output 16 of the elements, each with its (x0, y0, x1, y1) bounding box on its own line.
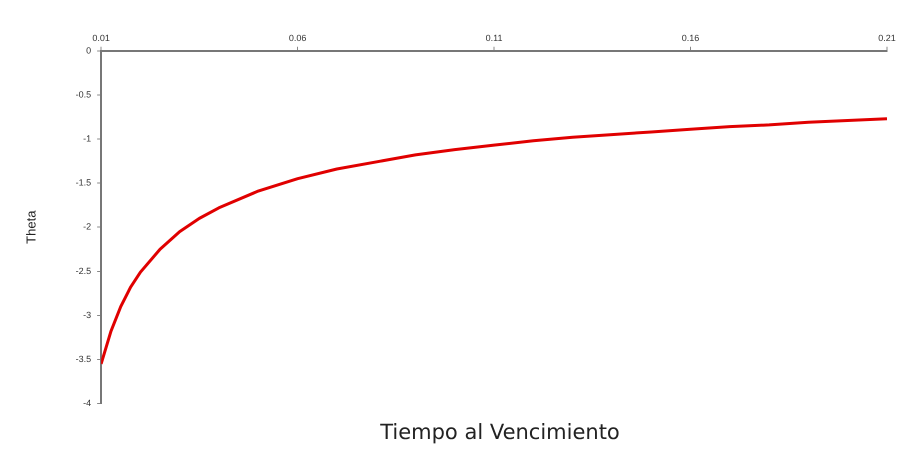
x-tick-label: 0.06 (288, 32, 306, 43)
y-tick-label: -2 (83, 222, 92, 232)
y-tick-label: -3.5 (76, 354, 92, 364)
x-axis-title: Tiempo al Vencimiento (379, 420, 621, 444)
x-tick-label: 0.11 (486, 32, 502, 43)
x-tick-label: 0.16 (682, 32, 700, 43)
y-tick-label: -0.5 (76, 89, 92, 100)
y-tick-label: -4 (83, 398, 92, 408)
y-tick-label: -2.5 (76, 266, 92, 276)
x-tick-label: 0.21 (878, 32, 896, 43)
y-tick-label: -1.5 (76, 178, 92, 188)
x-tick-label: 0.01 (92, 32, 110, 43)
y-tick-label: 0 (86, 45, 92, 56)
y-axis-title: Theta (23, 210, 38, 244)
y-tick-label: -3 (83, 310, 92, 320)
y-tick-label: -1 (83, 133, 92, 144)
